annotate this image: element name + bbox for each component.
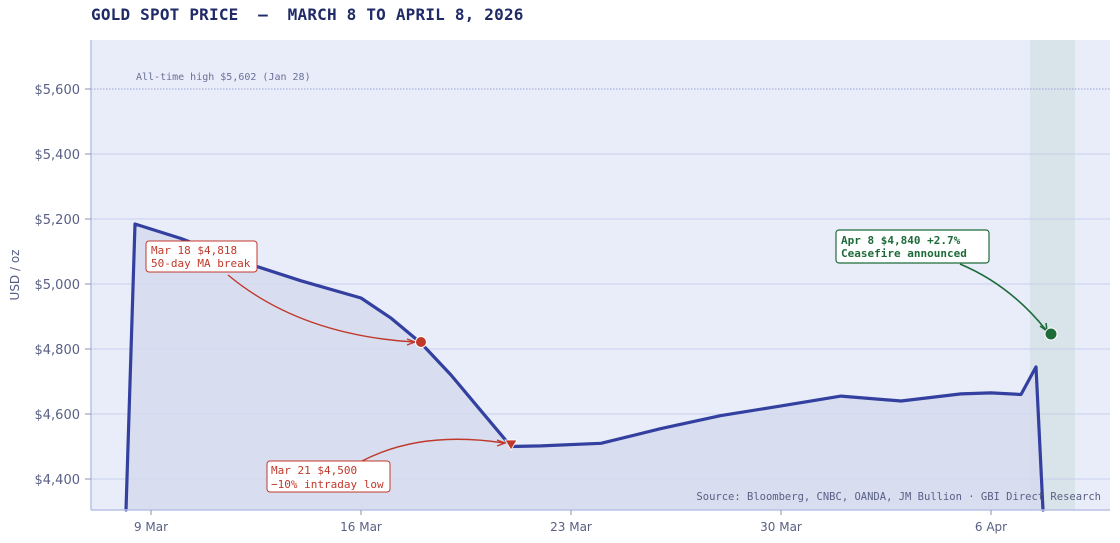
x-axis-ticks: 9 Mar 16 Mar 23 Mar 30 Mar 6 Apr (134, 510, 1007, 534)
all-time-high-label: All-time high $5,602 (Jan 28) (136, 72, 311, 83)
svg-text:Mar 18 $4,818: Mar 18 $4,818 (151, 244, 237, 257)
marker-mar21-triangle-down-icon (504, 439, 518, 451)
svg-text:50-day MA break: 50-day MA break (151, 257, 251, 270)
source-note: Source: Bloomberg, CNBC, OANDA, JM Bulli… (696, 491, 1101, 503)
x-tick-label: 6 Apr (975, 520, 1007, 534)
x-tick-label: 30 Mar (760, 520, 802, 534)
chart-title: GOLD SPOT PRICE — MARCH 8 TO APRIL 8, 20… (91, 5, 524, 24)
annotation-arrow-apr8 (959, 263, 1047, 331)
y-tick-label: $5,600 (35, 83, 81, 98)
annotation-mar21: Mar 21 $4,500 −10% intraday low (266, 460, 391, 493)
annotation-mar18: Mar 18 $4,818 50-day MA break (145, 240, 258, 273)
svg-text:Apr 8 $4,840 +2.7%: Apr 8 $4,840 +2.7% (841, 234, 961, 247)
y-tick-label: $5,400 (35, 148, 81, 163)
x-tick-label: 9 Mar (134, 520, 168, 534)
annotation-apr8: Apr 8 $4,840 +2.7% Ceasefire announced (835, 229, 990, 264)
annotation-arrow-mar21 (359, 438, 505, 463)
arrowhead-icon (496, 439, 507, 447)
y-tick-label: $4,800 (35, 343, 81, 358)
y-tick-label: $5,000 (35, 278, 81, 293)
y-axis-ticks: $4,400 $4,600 $4,800 $5,000 $5,200 $5,400 $5,6… (35, 83, 91, 488)
y-axis-label: USD / oz (8, 250, 22, 301)
marker-apr8-circle-icon (1044, 327, 1058, 341)
y-tick-label: $4,400 (35, 473, 81, 488)
price-area-fill (126, 224, 1043, 510)
y-tick-label: $5,200 (35, 213, 81, 228)
x-tick-label: 23 Mar (550, 520, 592, 534)
svg-text:−10% intraday low: −10% intraday low (271, 478, 384, 491)
y-tick-label: $4,600 (35, 408, 81, 423)
svg-text:Ceasefire announced: Ceasefire announced (841, 247, 967, 260)
annotation-arrow-mar18 (227, 274, 415, 343)
marker-mar18-circle-icon (415, 336, 427, 348)
price-line (124, 222, 1045, 512)
svg-text:Mar 21 $4,500: Mar 21 $4,500 (271, 464, 357, 477)
x-tick-label: 16 Mar (340, 520, 382, 534)
